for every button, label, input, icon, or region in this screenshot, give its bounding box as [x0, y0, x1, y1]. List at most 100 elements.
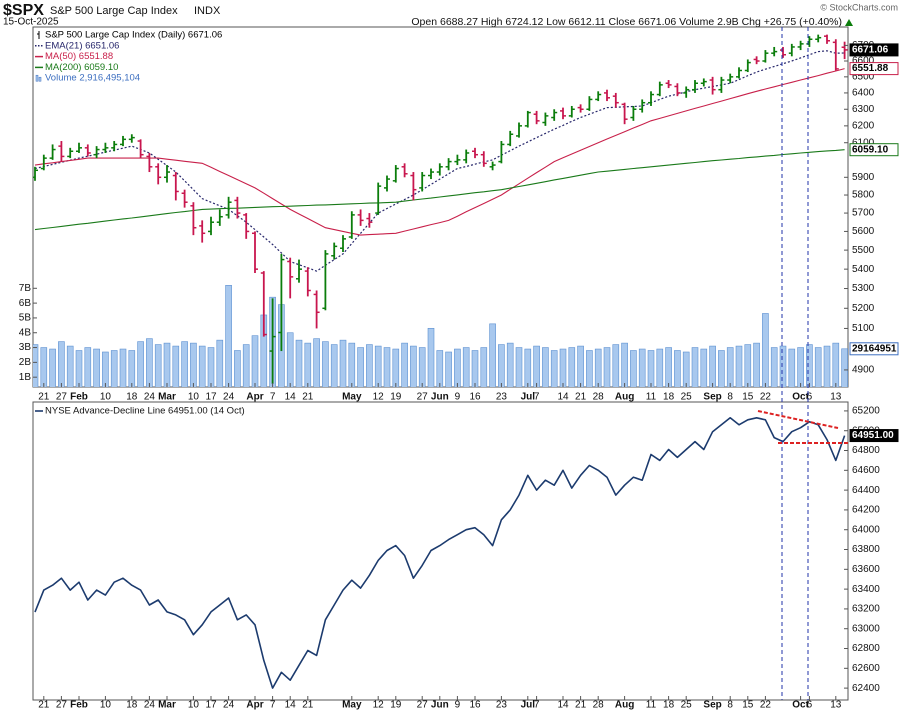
- volume-bar: [58, 341, 65, 387]
- volume-bar: [559, 348, 567, 387]
- volume-bar: [638, 348, 646, 387]
- volume-bar: [146, 338, 153, 387]
- x-tick-label: Feb: [70, 700, 88, 711]
- price-panel: [32, 26, 849, 388]
- x-tick-label: 19: [390, 392, 402, 403]
- x-tick-label: 16: [469, 392, 481, 403]
- value-box-label: 6671.06: [852, 45, 889, 56]
- volume-bar: [726, 347, 734, 387]
- x-tick-label: 23: [496, 392, 508, 403]
- x-tick-label: Aug: [615, 700, 634, 711]
- volume-bar: [251, 335, 259, 387]
- value-box: [849, 43, 899, 57]
- y-tick-label: 62400: [852, 683, 880, 694]
- x-tick-label: 21: [302, 700, 314, 711]
- legend-label: MA(50) 6551.88: [45, 51, 113, 62]
- y-tick-label: 64800: [852, 445, 880, 456]
- volume-bar: [190, 342, 197, 387]
- value-box-label: 64951.00: [852, 430, 894, 441]
- x-tick-label: 23: [496, 700, 508, 711]
- volume-bar: [832, 342, 840, 387]
- y-tick-label: 65200: [852, 406, 880, 417]
- volume-bar: [216, 339, 224, 387]
- volume-bar: [779, 345, 787, 387]
- x-tick-label: 18: [663, 392, 675, 403]
- y-tick-label: 6300: [852, 104, 875, 115]
- legend-label: NYSE Advance-Decline Line 64951.00 (14 O…: [45, 406, 245, 417]
- x-tick-label: Aug: [615, 392, 634, 403]
- value-box: [849, 143, 899, 157]
- x-tick-label: 12: [373, 392, 385, 403]
- y-tick-label: 5500: [852, 245, 875, 256]
- x-tick-label: Jul: [521, 700, 536, 711]
- x-tick-label: 24: [144, 392, 156, 403]
- volume-bar: [427, 327, 435, 387]
- volume-bar: [594, 348, 602, 387]
- x-tick-label: 18: [126, 392, 138, 403]
- volume-bar: [630, 350, 637, 387]
- value-box: [849, 429, 899, 443]
- x-tick-label: 10: [100, 392, 112, 403]
- y-tick-label: 64000: [852, 524, 880, 535]
- x-tick-label: 7: [534, 392, 540, 403]
- volume-bar: [357, 347, 364, 387]
- y-tick-label: 64400: [852, 485, 880, 496]
- x-tick-label: 18: [663, 700, 675, 711]
- y-tick-label: 63200: [852, 604, 880, 615]
- volume-bar: [709, 345, 716, 387]
- volume-bar: [154, 344, 162, 387]
- volume-tick-label: 5B: [19, 313, 32, 324]
- volume-bar: [489, 323, 496, 387]
- volume-bar: [647, 350, 655, 387]
- x-tick-label: 7: [270, 700, 276, 711]
- volume-bar: [471, 350, 479, 387]
- volume-bar: [700, 348, 708, 387]
- value-box: [849, 342, 899, 356]
- x-tick-label: 24: [223, 700, 235, 711]
- volume-tick-label: 3B: [19, 342, 32, 353]
- volume-bar: [374, 345, 382, 387]
- index-name: S&P 500 Large Cap Index: [50, 5, 178, 17]
- volume-bar: [49, 348, 56, 387]
- quote: Open 6688.27 High 6724.12 Low 6612.11 Cl…: [411, 16, 842, 28]
- volume-bar: [40, 347, 48, 387]
- volume-bar: [797, 347, 804, 387]
- volume-bar: [102, 351, 109, 387]
- volume-bar: [823, 345, 831, 387]
- trend-line: [757, 410, 839, 429]
- volume-bar: [418, 347, 426, 387]
- x-tick-label: Sep: [703, 392, 721, 403]
- x-tick-label: 18: [126, 700, 138, 711]
- y-tick-label: 62800: [852, 643, 880, 654]
- x-tick-label: 24: [144, 700, 156, 711]
- x-tick-label: May: [342, 392, 362, 403]
- volume-tick-label: 6B: [19, 298, 32, 309]
- volume-bar: [577, 345, 584, 387]
- volume-bar: [313, 338, 320, 387]
- legend-label: S&P 500 Large Cap Index (Daily) 6671.06: [45, 30, 222, 41]
- x-tick-label: 22: [760, 700, 772, 711]
- volume-bar: [498, 344, 505, 387]
- volume-bar: [322, 341, 329, 387]
- volume-bar: [524, 348, 532, 387]
- legend-label: Volume 2,916,495,104: [45, 73, 140, 84]
- volume-bar: [603, 347, 611, 387]
- volume-bar: [366, 344, 373, 387]
- volume-bar: [93, 348, 100, 387]
- volume-bar: [718, 350, 725, 387]
- annotations: [757, 27, 848, 700]
- volume-bar: [621, 342, 628, 387]
- volume-bar: [207, 347, 215, 387]
- volume-bar: [33, 344, 39, 387]
- moving-average: [34, 50, 845, 272]
- breadth-plot: [34, 417, 846, 689]
- x-tick-label: Apr: [246, 700, 263, 711]
- volume-bar: [181, 341, 188, 387]
- value-box-label: 29164951: [852, 343, 897, 354]
- volume-bar: [753, 342, 760, 387]
- x-tick-label: 17: [205, 392, 217, 403]
- x-tick-label: Mar: [158, 392, 176, 403]
- legend-icon: [35, 74, 39, 82]
